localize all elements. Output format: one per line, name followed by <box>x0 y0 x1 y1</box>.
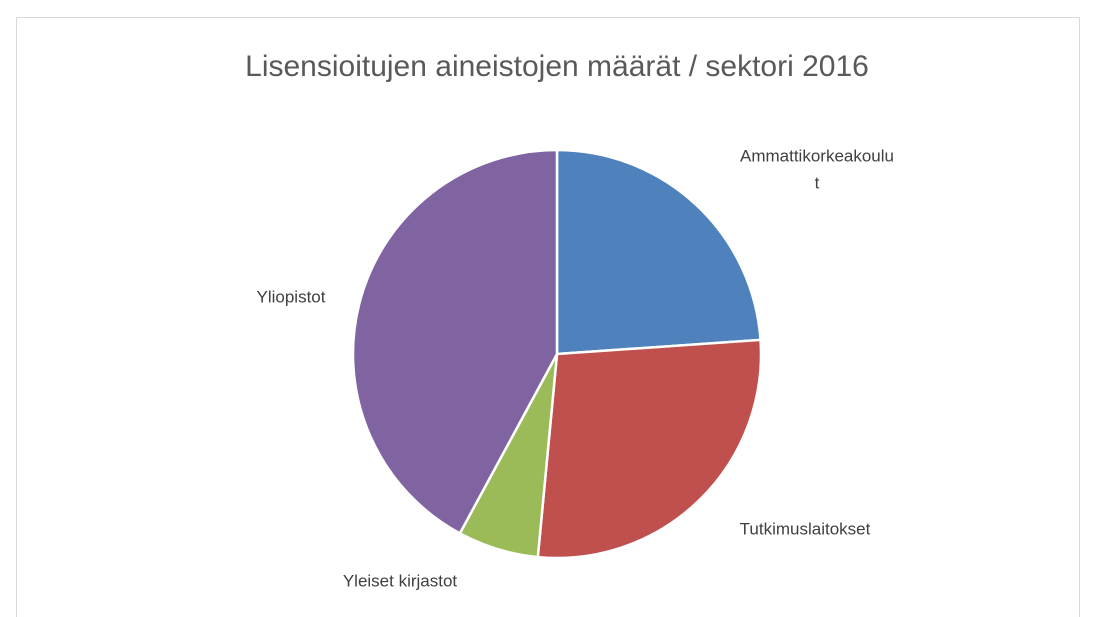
slice-label: Tutkimuslaitokset <box>740 519 871 538</box>
pie-slice <box>536 338 763 560</box>
pie-slice <box>351 148 559 536</box>
slice-label: Yliopistot <box>257 287 326 306</box>
chart-title: Lisensioitujen aineistojen määrät / sekt… <box>245 50 869 83</box>
slice-label: Yleiset kirjastot <box>343 571 458 590</box>
pie-slice <box>555 148 762 356</box>
slice-label: Ammattikorkeakoulu t <box>740 147 894 193</box>
